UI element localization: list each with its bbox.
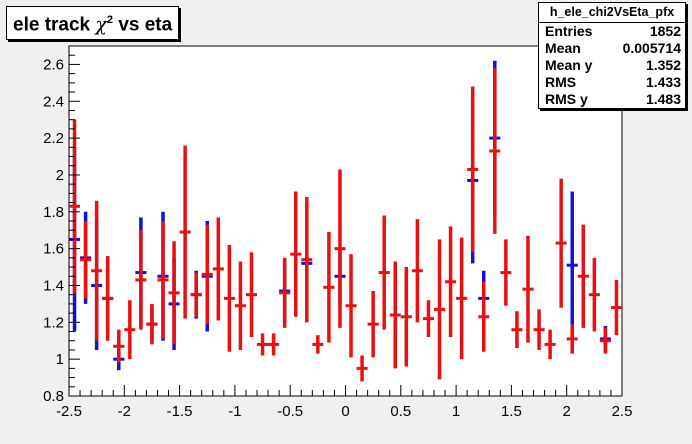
stats-box: h_ele_chi2VsEta_pfx Entries 1852 Mean 0.… bbox=[538, 2, 686, 109]
x-tick-label: 2 bbox=[563, 403, 571, 420]
y-tick-label: 1.6 bbox=[43, 241, 64, 258]
stats-histogram-name: h_ele_chi2VsEta_pfx bbox=[539, 3, 685, 23]
chart-title: ele track χ2 vs eta bbox=[6, 6, 180, 41]
x-tick-label: 1 bbox=[452, 403, 460, 420]
stats-row-mean-y: Mean y 1.352 bbox=[539, 57, 685, 74]
y-tick-label: 1.4 bbox=[43, 277, 64, 294]
stats-row-entries: Entries 1852 bbox=[539, 23, 685, 40]
stats-value: 1.483 bbox=[645, 91, 681, 107]
x-tick-label: -2 bbox=[118, 403, 131, 420]
title-chi-symbol: χ bbox=[95, 13, 107, 36]
x-tick-label: 0.5 bbox=[390, 403, 411, 420]
stats-value: 0.005714 bbox=[622, 40, 681, 56]
y-tick-label: 0.8 bbox=[43, 388, 64, 405]
stats-row-rms: RMS 1.433 bbox=[539, 74, 685, 91]
y-tick-label: 2.4 bbox=[43, 93, 64, 110]
data-marks bbox=[69, 60, 622, 382]
y-tick-label: 2 bbox=[56, 167, 64, 184]
title-rest: vs eta bbox=[113, 14, 173, 36]
y-tick-label: 2.2 bbox=[43, 130, 64, 147]
stats-value: 1.352 bbox=[645, 57, 681, 73]
stats-value: 1.433 bbox=[645, 74, 681, 90]
y-tick-label: 1 bbox=[56, 351, 64, 368]
x-tick-label: -2.5 bbox=[56, 403, 82, 420]
axes: -2.5 -2 -1.5 -1 -0.5 0 0.5 1 1.5 2 2.5 0.8 1 1.2 1.4 1.… bbox=[43, 45, 633, 420]
y-tick-label: 1.2 bbox=[43, 314, 64, 331]
stats-label: RMS bbox=[545, 74, 577, 90]
x-tick-label: -1.5 bbox=[167, 403, 193, 420]
title-main: ele track bbox=[13, 14, 96, 36]
y-tick-label: 2.6 bbox=[43, 56, 64, 73]
title-superscript: 2 bbox=[106, 14, 114, 26]
x-tick-label: -0.5 bbox=[277, 403, 303, 420]
y-tick-label: 1.8 bbox=[43, 204, 64, 221]
stats-row-rms-y: RMS y 1.483 bbox=[539, 91, 685, 108]
x-tick-label: -1 bbox=[228, 403, 241, 420]
x-tick-label: 2.5 bbox=[612, 403, 633, 420]
x-tick-label: 0 bbox=[341, 403, 349, 420]
stats-label: RMS y bbox=[545, 91, 588, 107]
stats-label: Mean y bbox=[545, 57, 593, 73]
plot-area bbox=[68, 45, 623, 397]
stats-label: Entries bbox=[545, 23, 593, 39]
stats-label: Mean bbox=[545, 40, 581, 56]
stats-row-mean: Mean 0.005714 bbox=[539, 40, 685, 57]
x-tick-label: 1.5 bbox=[501, 403, 522, 420]
stats-value: 1852 bbox=[649, 23, 681, 39]
